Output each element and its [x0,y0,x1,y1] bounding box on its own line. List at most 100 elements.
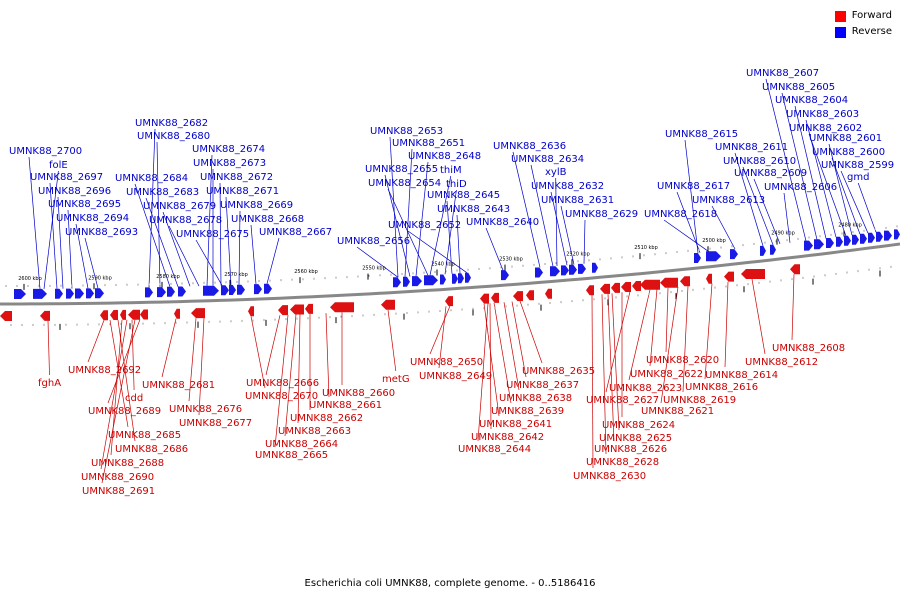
reverse-gene-label: UMNK88_2605 [762,82,835,93]
scale-label: 2480 kbp [838,222,862,228]
forward-gene-arrow [278,305,288,316]
reverse-gene-leader [831,157,861,235]
reverse-gene-arrow [66,288,74,299]
reverse-gene-leader [238,210,241,285]
forward-gene-arrow [790,264,800,275]
reverse-gene-label: UMNK88_2645 [427,190,500,201]
reverse-gene-arrow [592,262,598,273]
forward-gene-arrow [330,302,354,313]
scale-ticks [5,225,898,330]
forward-gene-leader [660,286,679,404]
reverse-gene-leader [429,175,452,276]
reverse-gene-arrow [55,288,63,299]
reverse-gene-leader [387,188,429,276]
forward-gene-label: UMNK88_2626 [594,444,667,455]
reverse-gene-label: UMNK88_2672 [200,172,273,183]
forward-gene-label: UMNK88_2690 [81,472,154,483]
reverse-gene-label: thiD [446,179,467,190]
scale-label: 2540 kbp [431,261,455,267]
reverse-gene-leader [444,189,457,275]
reverse-gene-label: UMNK88_2609 [734,168,807,179]
reverse-gene-arrow [86,288,94,299]
forward-gene-label: UMNK88_2620 [646,355,719,366]
reverse-gene-leader [765,78,807,241]
reverse-gene-leader [583,219,586,264]
forward-gene-arrow [128,309,140,320]
forward-gene-label: metG [382,374,410,385]
forward-gene-label: UMNK88_2644 [458,444,531,455]
reverse-gene-arrow [550,266,560,277]
reverse-gene-arrow [458,273,464,284]
reverse-gene-arrow [393,277,401,288]
forward-gene-label: cdd [125,393,143,404]
legend-reverse-label: Reverse [851,26,892,37]
reverse-gene-label: xylB [545,167,567,178]
forward-gene-leader [297,314,301,424]
reverse-gene-arrow [760,245,766,256]
reverse-gene-label: UMNK88_2674 [192,144,265,155]
reverse-gene-label: UMNK88_2603 [786,109,859,120]
forward-gene-arrow [0,311,12,321]
reverse-gene-arrow [167,286,175,297]
forward-gene-arrow [120,309,126,320]
reverse-gene-arrow [229,285,236,295]
forward-gene-leader [791,274,795,341]
reverse-gene-leader [67,209,73,289]
reverse-gene-label: UMNK88_2654 [368,178,441,189]
scale-label: 2530 kbp [499,257,523,263]
reverse-gene-leader [407,230,468,274]
scale-label: 2520 kbp [566,251,590,257]
reverse-gene-leader [225,196,232,286]
reverse-gene-leader [555,177,558,267]
forward-gene-arrow [621,282,631,292]
reverse-gene-arrow [254,284,262,295]
reverse-gene-arrow [569,264,577,275]
forward-gene-leader [493,302,512,404]
reverse-gene-leader [28,156,41,289]
forward-gene-label: UMNK88_2637 [506,380,579,391]
forward-gene-label: UMNK88_2639 [491,406,564,417]
forward-gene-label: UMNK88_2665 [255,450,328,461]
forward-gene-arrow [724,271,734,282]
forward-gene-arrow [491,292,499,303]
reverse-gene-arrow [868,232,875,243]
scale-label: 2580 kbp [156,274,180,280]
forward-gene-arrow [526,290,534,301]
reverse-gene-arrow [33,288,47,299]
reverse-gene-leader [840,170,869,234]
reverse-gene-label: UMNK88_2651 [392,138,465,149]
reverse-gene-label: UMNK88_2700 [9,146,82,157]
reverse-gene-leader [663,219,710,253]
forward-gene-arrow [480,293,489,304]
reverse-gene-arrow [178,286,186,297]
reverse-gene-leader [43,170,59,289]
forward-gene-label: UMNK88_2628 [586,457,659,468]
reverse-gene-arrow [578,263,586,274]
forward-gene-arrow [545,288,552,299]
forward-gene-leader [110,319,123,456]
reverse-gene-label: UMNK88_2667 [259,227,332,238]
scale-label: 2500 kbp [702,238,726,244]
reverse-gene-arrow [145,287,153,298]
forward-gene-leader [519,300,543,364]
forward-gene-leader [188,318,197,402]
forward-gene-leader [87,320,105,363]
reverse-gene-leader [134,183,171,288]
reverse-gene-leader [415,161,429,277]
reverse-gene-leader [734,152,764,247]
forward-gene-label: UMNK88_2627 [586,395,659,406]
reverse-gene-leader [389,136,399,278]
forward-gene-leader [284,314,297,437]
reverse-gene-leader [684,139,699,253]
forward-gene-label: UMNK88_2624 [602,420,675,431]
forward-gene-leader [101,319,136,484]
reverse-gene-leader [156,141,161,288]
reverse-gene-leader [219,182,222,286]
reverse-gene-label: UMNK88_2695 [48,199,121,210]
reverse-gene-label: folE [49,160,68,171]
reverse-gene-leader [162,211,191,287]
reverse-gene-label: UMNK88_2675 [176,229,249,240]
forward-gene-label: UMNK88_2685 [108,430,181,441]
reverse-gene-leader [84,237,99,289]
forward-gene-label: UMNK88_2663 [278,426,351,437]
